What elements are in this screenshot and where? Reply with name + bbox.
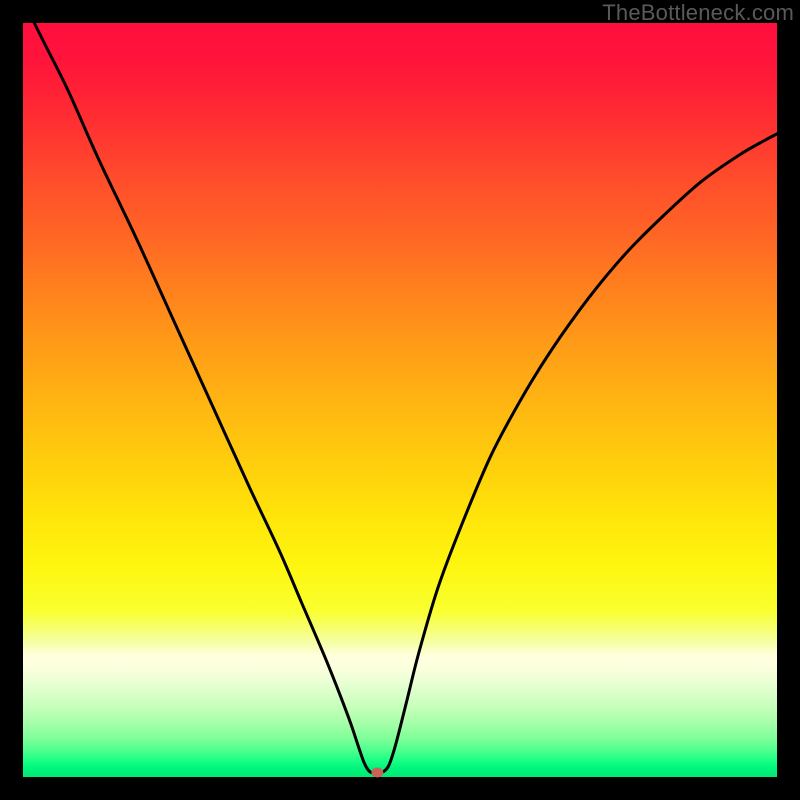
optimum-marker — [371, 767, 383, 777]
plot-background — [23, 23, 777, 777]
bottleneck-curve-chart — [0, 0, 800, 800]
chart-container: TheBottleneck.com — [0, 0, 800, 800]
watermark-text: TheBottleneck.com — [602, 0, 794, 26]
